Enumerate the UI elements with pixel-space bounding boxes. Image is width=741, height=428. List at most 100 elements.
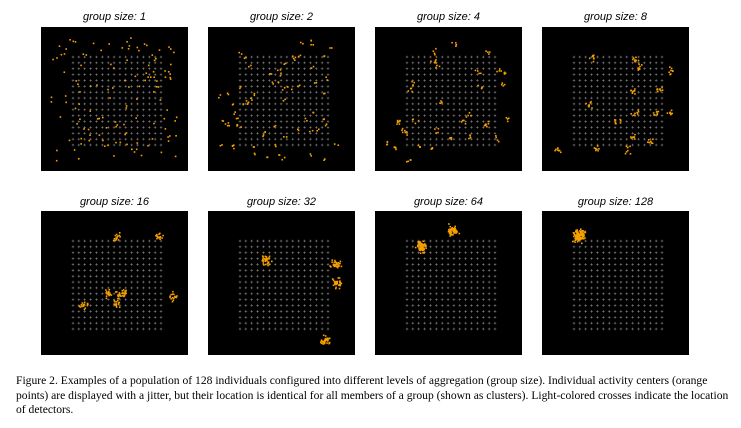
activity-center-point [253,146,255,148]
activity-center-point [253,152,256,155]
detector-cross [153,102,157,106]
detector-cross [487,310,491,313]
activity-center-point [430,148,432,150]
detector-cross [83,79,87,82]
panel-title: group size: 32 [246,196,317,208]
detector-cross [244,108,248,112]
activity-center-point [115,300,118,303]
detector-cross [303,85,306,88]
detector-cross [476,251,479,255]
detector-cross [435,102,438,106]
detector-cross [136,67,139,71]
detector-cross [71,143,75,147]
activity-center-point [579,231,582,234]
detector-cross [314,315,318,319]
activity-center-point [417,241,419,243]
detector-cross [429,85,432,88]
detector-cross [153,269,157,272]
activity-center-point [669,66,671,68]
activity-center-point [668,71,670,74]
detector-cross [602,85,605,88]
detector-cross [440,280,444,284]
activity-center-point [69,39,71,41]
detector-cross [423,96,426,100]
detector-cross [112,143,116,147]
detector-cross [637,245,640,249]
detector-cross [596,280,599,284]
activity-center-point [82,305,84,307]
detector-cross [648,310,652,313]
detector-cross [446,269,450,272]
detector-cross [452,55,456,59]
detector-cross [654,96,658,100]
detector-cross [411,269,415,272]
activity-center-point [598,148,600,150]
detector-cross [309,251,312,255]
activity-center-point [265,256,268,258]
activity-center-point [156,80,158,82]
detector-cross [417,257,421,260]
detector-cross [291,239,295,243]
detector-cross [625,90,629,94]
activity-center-point [461,119,464,122]
detector-cross [89,90,92,94]
detector-cross [273,61,277,65]
activity-center-point [615,122,617,125]
detector-cross [309,298,312,301]
activity-center-point [323,92,325,95]
activity-center-point [174,155,177,158]
detector-cross [291,315,295,319]
activity-center-point [336,280,339,283]
activity-center-point [107,144,109,147]
detector-cross [153,274,157,278]
detector-cross [112,73,116,76]
detector-cross [71,286,75,290]
detector-cross [106,274,110,278]
detector-cross [411,280,415,284]
activity-center-point [636,111,638,114]
detector-cross [613,315,617,319]
detector-cross [250,114,254,117]
detector-cross [602,315,605,319]
activity-center-point [262,134,265,136]
activity-center-point [161,237,163,239]
detector-cross [147,131,151,135]
detector-cross [660,120,664,123]
detector-cross [147,327,151,331]
panel-plot [50,37,178,162]
detector-cross [256,96,259,100]
detector-cross [95,274,98,278]
detector-cross [631,315,634,319]
activity-center-point [136,98,138,100]
detector-cross [470,304,473,307]
detector-cross [654,90,658,94]
activity-center-point [81,305,83,308]
detector-cross [159,114,163,117]
activity-center-point [396,123,398,125]
detector-cross [493,131,497,135]
activity-center-point [302,42,304,45]
detector-cross [153,96,157,100]
detector-cross [320,321,324,325]
activity-center-point [578,236,581,238]
detector-cross [470,321,473,325]
detector-cross [303,73,306,76]
detector-cross [285,143,289,147]
detector-cross [631,143,634,147]
detector-cross [285,298,289,301]
detector-cross [130,79,133,82]
detector-cross [481,327,485,331]
detector-cross [607,304,611,307]
activity-center-point [580,228,582,230]
activity-center-point [174,120,176,122]
detector-cross [452,298,456,301]
activity-center-point [338,265,340,267]
detector-cross [637,263,640,266]
activity-center-point [630,89,633,92]
activity-center-point [117,303,120,306]
activity-center-point [656,112,659,115]
detector-cross [435,280,438,284]
activity-center-point [84,307,86,309]
detector-cross [71,131,75,135]
detector-cross [578,269,582,272]
